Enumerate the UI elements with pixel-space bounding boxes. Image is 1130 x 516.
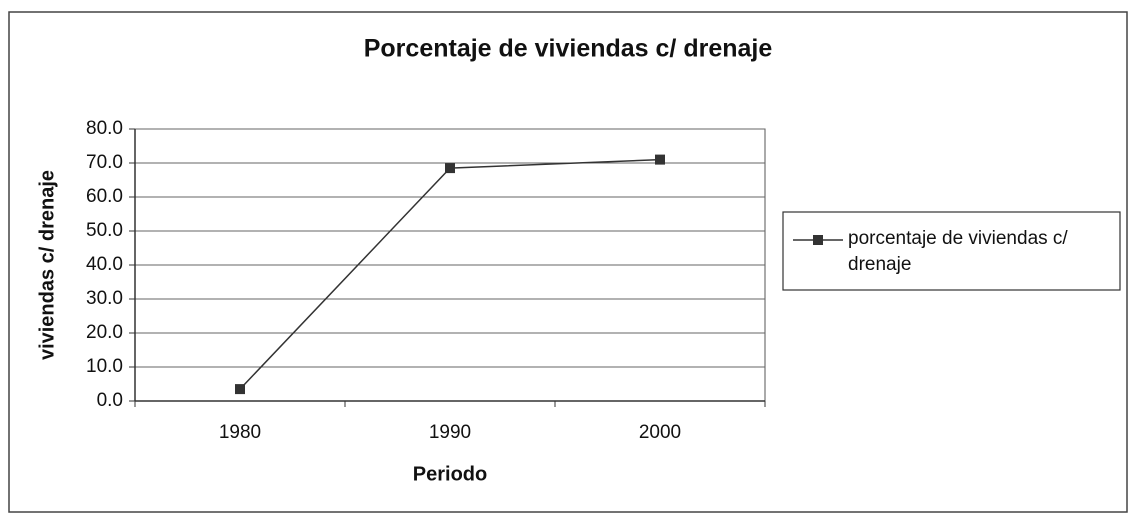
x-axis-title: Periodo: [413, 463, 487, 485]
legend-label: porcentaje de viviendas c/ drenaje: [848, 228, 1068, 275]
y-tick-label: 40.0: [86, 254, 123, 275]
legend-box: [782, 211, 1121, 291]
data-point: [235, 384, 245, 395]
y-tick-label: 10.0: [86, 356, 123, 377]
y-tick-label: 30.0: [86, 288, 123, 309]
y-tick-label: 0.0: [97, 390, 123, 411]
y-axis-title: viviendas c/ drenaje: [36, 170, 58, 360]
y-tick-label: 20.0: [86, 322, 123, 343]
data-point: [655, 154, 665, 165]
x-tick-label: 1980: [219, 422, 261, 443]
data-point: [445, 163, 455, 174]
y-tick-label: 60.0: [86, 186, 123, 207]
y-tick-label: 50.0: [86, 220, 123, 241]
x-tick-label: 2000: [639, 422, 681, 443]
x-tick-label: 1990: [429, 422, 471, 443]
y-tick-label: 70.0: [86, 152, 123, 173]
chart-title: Porcentaje de viviendas c/ drenaje: [364, 35, 773, 63]
y-tick-label: 80.0: [86, 118, 123, 139]
legend-marker: [813, 235, 823, 245]
